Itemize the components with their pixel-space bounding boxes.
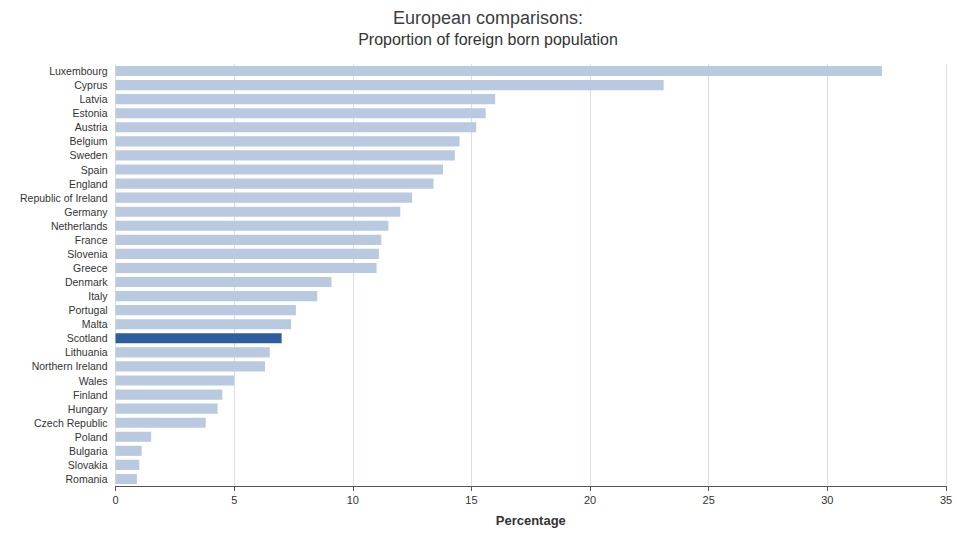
svg-text:Sweden: Sweden	[70, 149, 108, 161]
svg-text:Austria: Austria	[75, 121, 108, 133]
svg-text:Luxembourg: Luxembourg	[49, 65, 108, 77]
svg-text:Belgium: Belgium	[70, 135, 108, 147]
svg-text:Percentage: Percentage	[496, 513, 566, 528]
svg-text:Denmark: Denmark	[65, 276, 108, 288]
svg-text:European comparisons:: European comparisons:	[393, 8, 583, 28]
svg-text:Hungary: Hungary	[68, 403, 108, 415]
svg-text:Romania: Romania	[66, 473, 108, 485]
svg-text:Republic of Ireland: Republic of Ireland	[20, 192, 108, 204]
svg-text:Slovakia: Slovakia	[68, 459, 108, 471]
svg-text:Northern Ireland: Northern Ireland	[32, 360, 108, 372]
svg-text:Cyprus: Cyprus	[74, 79, 107, 91]
svg-text:Finland: Finland	[73, 389, 108, 401]
svg-text:Lithuania: Lithuania	[65, 346, 108, 358]
svg-text:Spain: Spain	[81, 164, 108, 176]
svg-text:Latvia: Latvia	[80, 93, 108, 105]
svg-text:30: 30	[821, 494, 833, 506]
svg-text:Malta: Malta	[82, 318, 108, 330]
svg-text:France: France	[75, 234, 108, 246]
svg-text:Portugal: Portugal	[68, 304, 107, 316]
svg-text:Greece: Greece	[73, 262, 108, 274]
svg-text:Poland: Poland	[75, 431, 108, 443]
svg-text:Slovenia: Slovenia	[67, 248, 107, 260]
svg-text:35: 35	[940, 494, 952, 506]
svg-text:Netherlands: Netherlands	[51, 220, 108, 232]
svg-text:20: 20	[584, 494, 596, 506]
svg-text:Italy: Italy	[88, 290, 108, 302]
svg-text:25: 25	[703, 494, 715, 506]
svg-text:Czech Republic: Czech Republic	[34, 417, 108, 429]
svg-text:Wales: Wales	[79, 375, 108, 387]
svg-text:0: 0	[112, 494, 118, 506]
svg-text:England: England	[69, 178, 108, 190]
svg-text:Estonia: Estonia	[73, 107, 108, 119]
svg-text:Germany: Germany	[64, 206, 108, 218]
svg-text:10: 10	[347, 494, 359, 506]
svg-text:Bulgaria: Bulgaria	[69, 445, 108, 457]
svg-text:Proportion of foreign born pop: Proportion of foreign born population	[358, 31, 618, 48]
svg-text:15: 15	[465, 494, 477, 506]
svg-text:5: 5	[231, 494, 237, 506]
svg-text:Scotland: Scotland	[67, 332, 108, 344]
